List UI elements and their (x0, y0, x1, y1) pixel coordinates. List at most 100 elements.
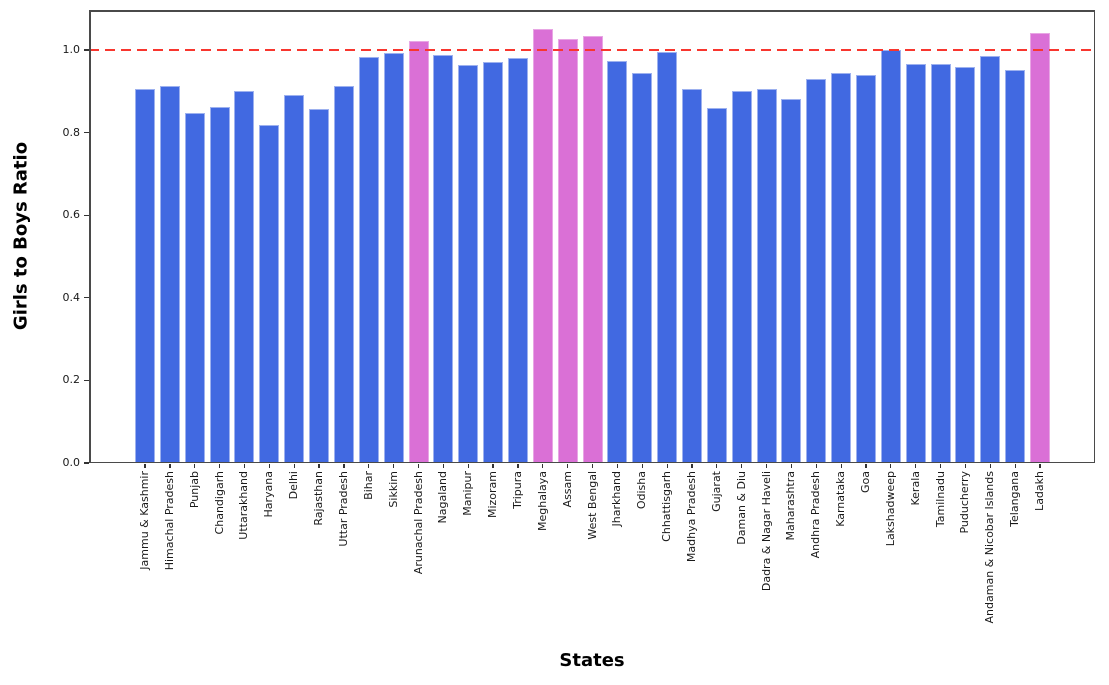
bar-west-bengal (582, 36, 603, 463)
bar-nagaland (433, 55, 454, 463)
x-tick-label: Kerala (908, 471, 922, 506)
bar-meghalaya (532, 29, 553, 463)
x-tick-mark (417, 463, 420, 468)
bar-kerala (905, 64, 926, 463)
x-tick-label: Tripura (510, 471, 524, 509)
bar-karnataka (831, 73, 852, 463)
x-tick-mark (169, 463, 171, 468)
x-tick-label: Meghalaya (535, 471, 549, 532)
y-tick-label: 0.6 (62, 208, 81, 222)
top-spine (89, 10, 1095, 12)
x-tick-label: Tamilnadu (933, 471, 947, 528)
x-tick-label: Uttar Pradesh (336, 471, 350, 547)
x-tick-label: Manipur (461, 471, 475, 516)
x-tick-label: Himachal Pradesh (162, 471, 176, 571)
x-tick-mark (939, 463, 942, 468)
x-tick-mark (890, 463, 892, 468)
x-axis-line (89, 461, 1095, 463)
bar-lakshadweep (880, 50, 901, 463)
bar-ladakh (1030, 33, 1050, 463)
x-tick-mark (542, 463, 544, 468)
x-tick-mark (989, 463, 991, 468)
x-axis-label: States (559, 650, 625, 671)
x-tick-mark (293, 463, 295, 468)
x-tick-label: Odisha (635, 471, 649, 510)
x-tick-mark (641, 463, 643, 468)
bar-puducherry (955, 67, 976, 463)
bar-telangana (1005, 70, 1026, 463)
bar-madhya-pradesh (681, 89, 702, 463)
x-tick-label: Gujarat (709, 471, 723, 512)
x-tick-label: Jharkhand (610, 471, 624, 527)
x-tick-label: Andaman & Nicobar Islands (983, 471, 997, 624)
x-tick-label: Haryana (262, 471, 276, 518)
x-tick-mark (691, 463, 693, 468)
bar-maharashtra (781, 99, 802, 463)
y-tick-mark (84, 214, 89, 216)
x-tick-mark (368, 463, 370, 468)
x-tick-label: Nagaland (436, 471, 450, 524)
x-tick-mark (243, 463, 246, 468)
x-tick-mark (840, 463, 842, 468)
x-tick-label: Sikkim (386, 471, 400, 508)
x-tick-label: Chandigarh (212, 471, 226, 535)
x-tick-mark (144, 463, 146, 468)
bar-gujarat (706, 108, 727, 463)
x-tick-label: Lakshadweep (883, 471, 897, 547)
bar-uttarakhand (234, 91, 255, 463)
bar-punjab (184, 113, 205, 463)
bar-himachal-pradesh (159, 86, 180, 463)
x-tick-label: Daman & Diu (734, 471, 748, 545)
y-tick-label: 1.0 (62, 43, 81, 56)
x-tick-mark (343, 463, 345, 468)
x-tick-label: Uttarakhand (237, 471, 251, 540)
bar-andhra-pradesh (806, 79, 827, 463)
bar-andaman-nicobar-islands (980, 56, 1001, 463)
x-tick-mark (666, 463, 668, 468)
x-tick-label: Dadra & Nagar Haveli (759, 471, 773, 592)
x-tick-mark (765, 463, 768, 468)
bar-arunachal-pradesh (408, 41, 429, 463)
x-tick-label: Goa (858, 471, 872, 493)
bar-rajasthan (309, 109, 329, 463)
bar-sikkim (383, 53, 404, 463)
bar-daman-diu (731, 91, 752, 463)
x-tick-label: Assam (560, 471, 574, 508)
y-tick-label: 0.8 (62, 125, 81, 139)
x-tick-label: West Bengal (585, 471, 599, 540)
x-tick-label: Rajasthan (312, 471, 325, 526)
bar-assam (557, 39, 578, 463)
x-tick-mark (219, 463, 221, 468)
bar-chhattisgarh (657, 52, 678, 463)
x-tick-mark (964, 463, 967, 468)
x-tick-label: Puducherry (958, 471, 972, 534)
x-tick-label: Delhi (287, 471, 301, 500)
x-tick-label: Jammu & Kashmir (138, 471, 151, 570)
y-tick-mark (84, 132, 89, 134)
y-tick-mark (84, 297, 89, 299)
y-tick-mark (84, 379, 89, 382)
bar-dadra-nagar-haveli (756, 89, 777, 463)
y-tick-label: 0.0 (62, 456, 81, 469)
left-spine (89, 10, 91, 463)
bar-haryana (259, 125, 280, 463)
x-tick-mark (741, 463, 743, 468)
bar-tamilnadu (930, 64, 951, 463)
bar-chandigarh (209, 107, 230, 463)
x-tick-label: Chhattisgarh (660, 471, 674, 542)
x-tick-label: Ladakh (1033, 471, 1046, 511)
x-tick-label: Mizoram (486, 471, 499, 519)
x-tick-label: Arunachal Pradesh (411, 471, 425, 575)
x-tick-mark (865, 463, 867, 468)
bar-odisha (632, 73, 653, 463)
reference-line (89, 49, 1095, 52)
x-tick-mark (1039, 463, 1041, 468)
y-tick-mark (84, 49, 89, 51)
x-tick-mark (318, 463, 320, 468)
x-tick-mark (268, 463, 270, 468)
bar-delhi (284, 95, 305, 463)
x-tick-mark (467, 463, 469, 468)
x-tick-mark (915, 463, 917, 468)
x-tick-mark (591, 463, 594, 468)
